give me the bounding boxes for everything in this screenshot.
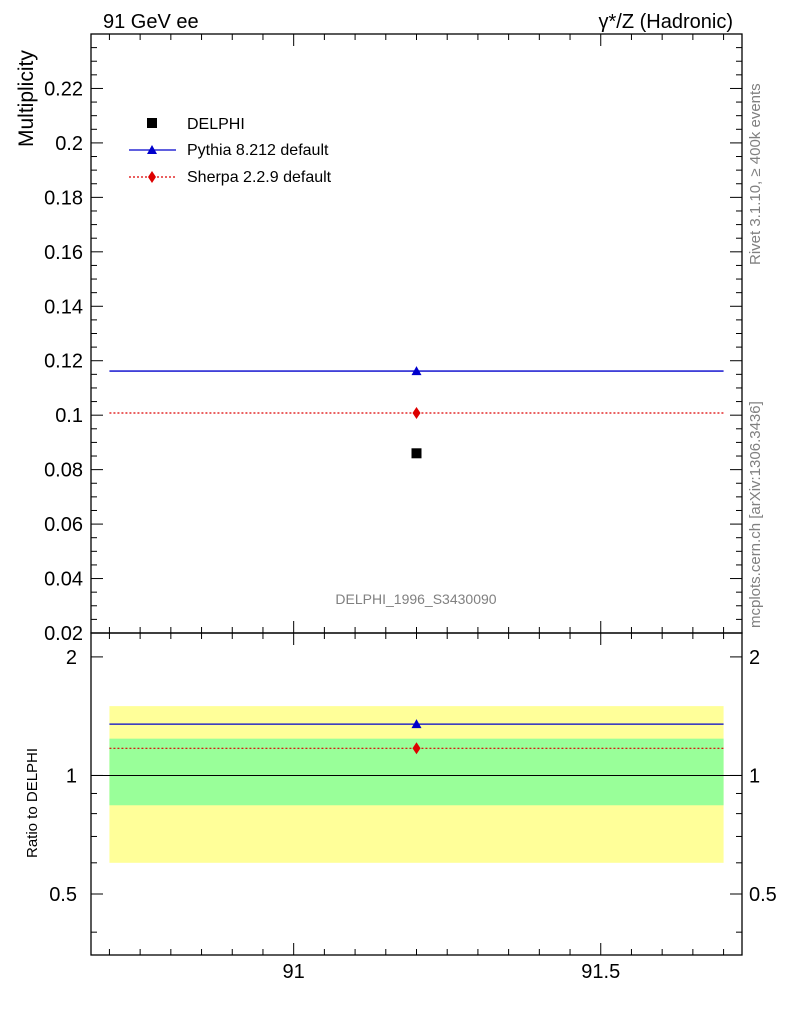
legend: DELPHI Pythia 8.212 default Sherpa 2.2.9… xyxy=(129,116,332,186)
legend-marker-pythia xyxy=(147,145,157,154)
rivet-label: Rivet 3.1.10, ≥ 400k events xyxy=(747,83,764,265)
legend-label-pythia: Pythia 8.212 default xyxy=(187,142,329,159)
ratio-ytick-label-left: 2 xyxy=(66,647,77,669)
ratio-ytick-label-right: 2 xyxy=(749,647,760,669)
main-ytick-label: 0.1 xyxy=(55,405,83,427)
ratio-frame xyxy=(90,632,743,956)
right-title: γ*/Z (Hadronic) xyxy=(599,11,733,33)
main-ytick-label: 0.12 xyxy=(44,351,83,373)
legend-label-delphi: DELPHI xyxy=(187,116,245,133)
main-ytick-label: 0.08 xyxy=(44,460,83,482)
main-ytick-label: 0.16 xyxy=(44,242,83,264)
main-ytick-label: 0.02 xyxy=(44,623,83,645)
ratio-ylabel: Ratio to DELPHI xyxy=(24,748,41,858)
pythia-point xyxy=(411,366,422,376)
main-ytick-labels: 0.02 0.04 0.06 0.08 0.1 0.12 0.14 0.16 0.18 0.2 0.… xyxy=(44,78,83,645)
mcplots-label: mcplots.cern.ch [arXiv:1306.3436] xyxy=(747,401,764,628)
ratio-sherpa-point xyxy=(412,742,421,755)
main-ytick-label: 0.22 xyxy=(44,78,83,100)
left-title: 91 GeV ee xyxy=(103,11,199,33)
x-tick-label: 91.5 xyxy=(581,961,620,983)
main-ytick-label: 0.18 xyxy=(44,187,83,209)
ratio-ytick-label-left: 0.5 xyxy=(49,884,77,906)
sherpa-point xyxy=(412,407,421,420)
x-tick-label: 91 xyxy=(283,961,305,983)
analysis-label: DELPHI_1996_S3430090 xyxy=(335,591,496,607)
delphi-point xyxy=(411,448,422,459)
ratio-marks xyxy=(91,719,742,776)
legend-label-sherpa: Sherpa 2.2.9 default xyxy=(187,169,332,186)
ratio-pythia-point xyxy=(411,719,422,729)
main-ytick-label: 0.14 xyxy=(44,296,83,318)
ratio-ytick-label-right: 1 xyxy=(749,765,760,787)
legend-marker-sherpa xyxy=(148,171,156,183)
x-tick-labels: 91 91.5 xyxy=(283,961,621,983)
ratio-panel: 0.5 0.5 1 1 2 2 91 91.5 xyxy=(49,633,777,983)
legend-marker-delphi xyxy=(147,118,157,128)
ratio-ticks xyxy=(91,633,742,955)
main-ticks xyxy=(91,33,742,634)
main-marks xyxy=(109,366,724,459)
main-ytick-label: 0.06 xyxy=(44,514,83,536)
main-panel: 0.02 0.04 0.06 0.08 0.1 0.12 0.14 0.16 0.18 0.2 0.… xyxy=(44,33,742,645)
main-ytick-label: 0.04 xyxy=(44,569,83,591)
ratio-ytick-labels: 0.5 0.5 1 1 2 2 xyxy=(49,647,777,906)
ratio-ytick-label-right: 0.5 xyxy=(749,884,777,906)
main-ytick-label: 0.2 xyxy=(55,133,83,155)
ratio-bands xyxy=(109,706,724,863)
main-ylabel: Multiplicity xyxy=(15,50,38,147)
ratio-ytick-label-left: 1 xyxy=(66,765,77,787)
